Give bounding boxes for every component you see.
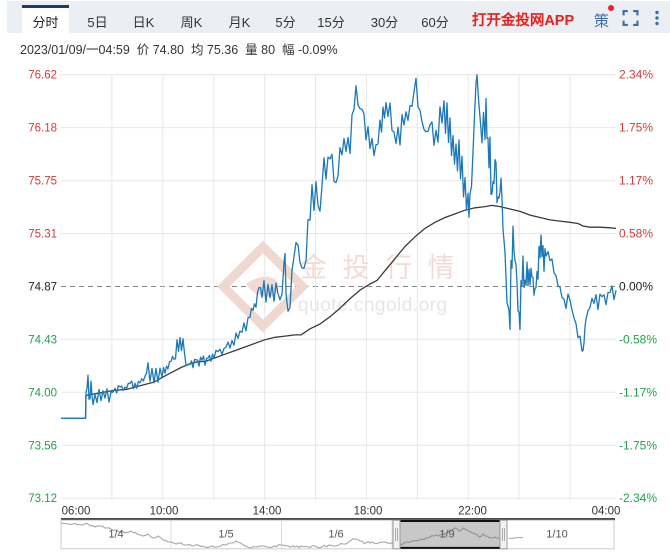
svg-text:0.00%: 0.00% (619, 280, 653, 294)
svg-text:74.00: 74.00 (28, 387, 57, 399)
svg-text:1/9: 1/9 (439, 529, 454, 541)
svg-text:1/10: 1/10 (546, 529, 567, 541)
svg-text:73.56: 73.56 (28, 440, 57, 452)
svg-text:14:00: 14:00 (253, 506, 282, 518)
svg-text:-0.58%: -0.58% (619, 332, 657, 346)
svg-text:22:00: 22:00 (458, 506, 487, 518)
svg-text:金投行情: 金投行情 (300, 253, 470, 283)
svg-text:75.75: 75.75 (28, 176, 57, 188)
svg-text:0.58%: 0.58% (619, 227, 653, 241)
svg-text:10:00: 10:00 (150, 506, 179, 518)
svg-text:76.62: 76.62 (28, 70, 57, 82)
svg-text:75.31: 75.31 (28, 229, 57, 241)
svg-text:18:00: 18:00 (354, 506, 383, 518)
svg-text:1.75%: 1.75% (619, 121, 653, 135)
svg-text:06:00: 06:00 (62, 506, 91, 518)
svg-text:04:00: 04:00 (592, 506, 621, 518)
svg-text:-1.75%: -1.75% (619, 438, 657, 452)
svg-text:-1.17%: -1.17% (619, 385, 657, 399)
svg-text:73.12: 73.12 (28, 493, 57, 505)
svg-text:-2.34%: -2.34% (619, 491, 657, 505)
svg-text:1/4: 1/4 (108, 529, 123, 541)
svg-text:1/5: 1/5 (218, 529, 233, 541)
svg-text:2.34%: 2.34% (619, 68, 653, 82)
svg-text:quote.cngold.org: quote.cngold.org (298, 295, 448, 316)
svg-text:1/6: 1/6 (328, 529, 343, 541)
svg-text:74.87: 74.87 (28, 282, 57, 294)
svg-text:74.43: 74.43 (28, 334, 57, 346)
svg-text:1.17%: 1.17% (619, 174, 653, 188)
svg-text:76.18: 76.18 (28, 123, 57, 135)
